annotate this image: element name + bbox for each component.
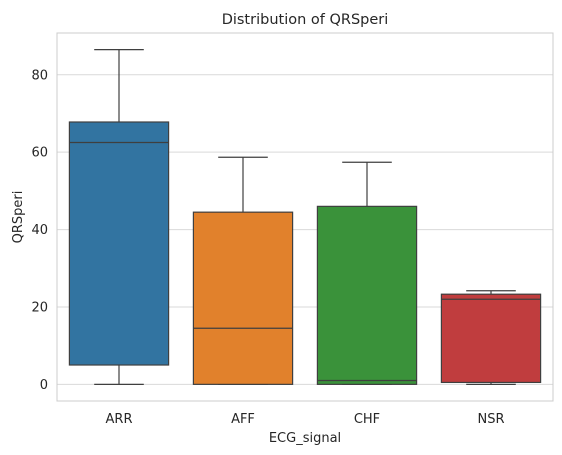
box-iqr bbox=[316, 205, 418, 385]
x-tick-label: AFF bbox=[231, 412, 255, 427]
y-tick-labels: 0 20 40 60 80 bbox=[31, 68, 48, 393]
y-axis-label: QRSperi bbox=[11, 191, 26, 244]
chart-title: Distribution of QRSperi bbox=[222, 12, 389, 28]
x-tick-label: ARR bbox=[106, 412, 133, 427]
y-tick-label: 60 bbox=[31, 146, 48, 161]
box-iqr bbox=[68, 121, 170, 366]
y-tick-label: 0 bbox=[40, 378, 48, 393]
y-tick-label: 40 bbox=[31, 223, 48, 238]
box-iqr bbox=[192, 211, 294, 385]
x-axis-label: ECG_signal bbox=[269, 431, 341, 446]
x-tick-labels: ARR AFF CHF NSR bbox=[106, 412, 505, 427]
boxes bbox=[68, 49, 542, 385]
y-tick-label: 20 bbox=[31, 300, 48, 315]
box-aff bbox=[192, 156, 294, 385]
box-arr bbox=[68, 49, 170, 385]
box-chf bbox=[316, 161, 418, 385]
plot-area-frame bbox=[56, 32, 554, 402]
box-iqr bbox=[440, 293, 542, 384]
y-tick-label: 80 bbox=[31, 68, 48, 83]
box-nsr bbox=[440, 290, 542, 385]
x-tick-label: CHF bbox=[354, 412, 380, 427]
x-tick-label: NSR bbox=[477, 412, 504, 427]
